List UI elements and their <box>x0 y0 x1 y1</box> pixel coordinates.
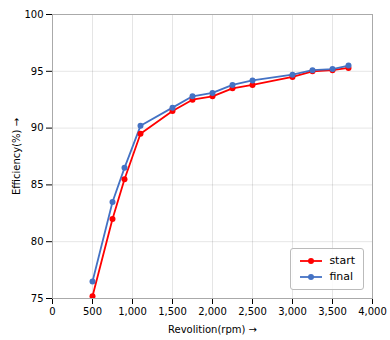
html-text:start: start <box>329 254 355 267</box>
svg-text:500: 500 <box>83 306 102 317</box>
svg-text:85: 85 <box>31 179 44 190</box>
svg-text:75: 75 <box>31 293 44 304</box>
svg-text:2,000: 2,000 <box>198 306 227 317</box>
svg-text:Efficiency(%) →: Efficiency(%) → <box>11 118 22 195</box>
html-text:final: final <box>329 270 354 283</box>
svg-text:100: 100 <box>24 9 43 20</box>
svg-text:1,500: 1,500 <box>158 306 187 317</box>
svg-text:1,000: 1,000 <box>118 306 147 317</box>
svg-text:4,000: 4,000 <box>358 306 387 317</box>
svg-text:Revolition(rpm) →: Revolition(rpm) → <box>168 324 257 335</box>
svg-text:90: 90 <box>31 122 44 133</box>
svg-text:3,000: 3,000 <box>278 306 307 317</box>
svg-text:95: 95 <box>31 66 44 77</box>
svg-text:3,500: 3,500 <box>318 306 347 317</box>
svg-text:2,500: 2,500 <box>238 306 267 317</box>
svg-text:0: 0 <box>49 306 55 317</box>
svg-text:80: 80 <box>31 236 44 247</box>
